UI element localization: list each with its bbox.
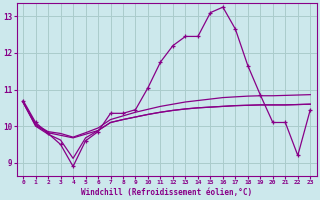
X-axis label: Windchill (Refroidissement éolien,°C): Windchill (Refroidissement éolien,°C) — [81, 188, 252, 197]
